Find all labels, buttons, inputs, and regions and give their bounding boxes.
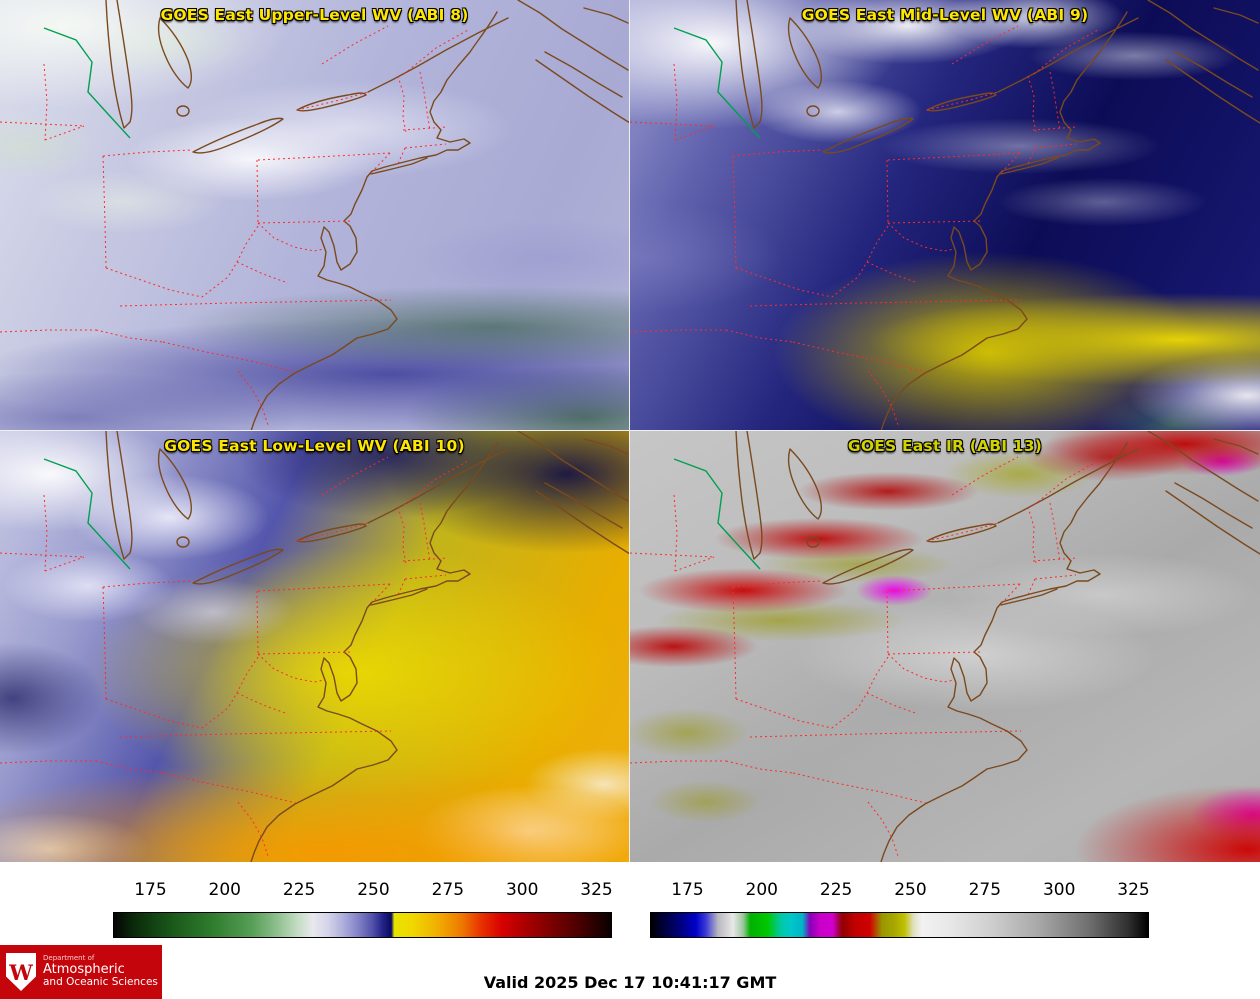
- tick-label: 325: [580, 880, 613, 900]
- panel-ir-abi13: GOES East IR (ABI 13): [630, 431, 1260, 862]
- panels-grid: GOES East Upper-Level WV (ABI 8) GOES Ea…: [0, 0, 1260, 862]
- tick-label: 175: [134, 880, 167, 900]
- tick-label: 325: [1117, 880, 1150, 900]
- tick-label: 300: [1042, 880, 1076, 900]
- colorbar-wv-gradient: [113, 912, 612, 938]
- colorbar-ir-ticks: 175 200 225 250 275 300 325: [650, 880, 1150, 902]
- colorbar-ir-gradient: [650, 912, 1149, 938]
- map-overlay: [630, 431, 1260, 862]
- tick-label: 175: [671, 880, 704, 900]
- tick-label: 300: [505, 880, 539, 900]
- crest-letter: W: [9, 959, 33, 985]
- map-overlay: [630, 0, 1260, 430]
- tick-label: 275: [431, 880, 465, 900]
- logo-text: Department of Atmospheric and Oceanic Sc…: [43, 953, 158, 989]
- colorbar-wv-ticks: 175 200 225 250 275 300 325: [113, 880, 613, 902]
- tick-label: 200: [745, 880, 778, 900]
- tick-label: 250: [357, 880, 390, 900]
- tick-label: 225: [282, 880, 316, 900]
- tick-label: 225: [819, 880, 853, 900]
- valid-timestamp: Valid 2025 Dec 17 10:41:17 GMT: [483, 973, 777, 992]
- aos-department-logo: W Department of Atmospheric and Oceanic …: [0, 945, 162, 999]
- tick-label: 275: [968, 880, 1002, 900]
- tick-label: 200: [208, 880, 241, 900]
- panel-title-abi9: GOES East Mid-Level WV (ABI 9): [801, 6, 1089, 24]
- logo-line-1: Department of: [43, 953, 95, 962]
- panel-title-abi13: GOES East IR (ABI 13): [847, 437, 1043, 455]
- panel-mid-level-wv-abi9: GOES East Mid-Level WV (ABI 9): [630, 0, 1260, 431]
- panel-low-level-wv-abi10: GOES East Low-Level WV (ABI 10): [0, 431, 630, 862]
- map-overlay: [0, 431, 629, 862]
- tick-label: 250: [894, 880, 927, 900]
- panel-upper-level-wv-abi8: GOES East Upper-Level WV (ABI 8): [0, 0, 630, 431]
- panel-title-abi10: GOES East Low-Level WV (ABI 10): [164, 437, 465, 455]
- panel-title-abi8: GOES East Upper-Level WV (ABI 8): [160, 6, 469, 24]
- footer: 175 200 225 250 275 300 325 175 200 225 …: [0, 862, 1260, 999]
- map-overlay: [0, 0, 629, 430]
- logo-line-3: and Oceanic Sciences: [43, 976, 158, 989]
- logo-line-2: Atmospheric: [43, 961, 125, 977]
- colorbar-ir: 175 200 225 250 275 300 325: [650, 862, 1150, 952]
- colorbar-wv: 175 200 225 250 275 300 325: [113, 862, 613, 952]
